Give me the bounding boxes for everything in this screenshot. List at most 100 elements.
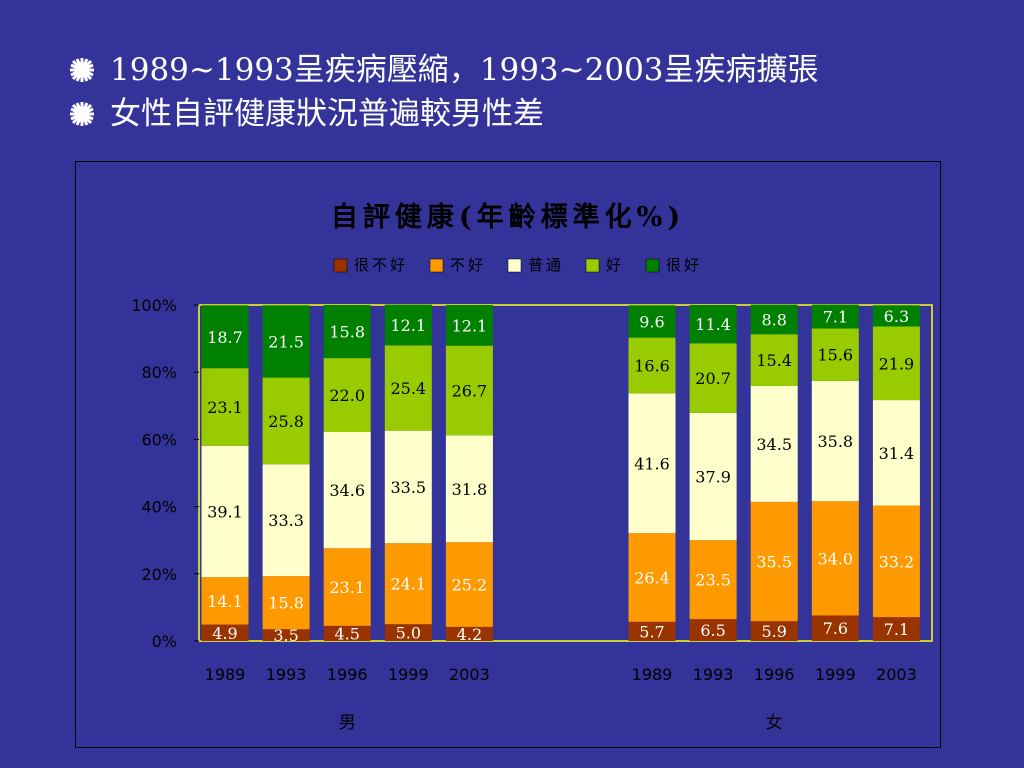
data-label: 4.9 [212, 624, 237, 643]
bar-segment [750, 334, 798, 386]
bar-segment [201, 445, 249, 578]
data-label: 22.0 [329, 386, 365, 405]
bar-segment [872, 400, 920, 506]
bar-segment [262, 576, 310, 630]
legend-label: 好 [606, 256, 624, 274]
x-category-label: 1996 [754, 665, 795, 684]
bar-segment [628, 621, 676, 641]
bar-segment [262, 629, 310, 641]
legend-swatch [429, 258, 444, 273]
chart-panel: 自評健康(年齡標準化%) 很不好 不好 普通 好 很好 0% 20% 40% 60% 80% 100%… [75, 161, 941, 748]
y-tick-label: 80% [141, 363, 177, 382]
bar-segment [872, 505, 920, 618]
bar-segment [872, 305, 920, 327]
bar-segment [323, 548, 371, 626]
chart-title: 自評健康(年齡標準化%) [331, 201, 685, 233]
bar-segment [445, 626, 493, 641]
data-label: 18.7 [207, 328, 243, 347]
bullet-text: 女性自評健康狀況普遍較男性差 [110, 96, 544, 132]
x-category-label: 1989 [632, 665, 673, 684]
bar-segment [323, 305, 371, 359]
data-label: 35.8 [817, 432, 853, 451]
data-label: 16.6 [634, 356, 670, 375]
bar-segment [384, 624, 432, 641]
data-label: 7.1 [823, 308, 848, 327]
bar-segment [445, 345, 493, 436]
data-label: 8.8 [761, 310, 786, 329]
bar-segment [811, 501, 859, 616]
bar-segment [811, 328, 859, 381]
legend-label: 不好 [450, 256, 486, 274]
y-tick-label: 100% [131, 296, 177, 315]
bar-segment [384, 430, 432, 544]
bar-segment [201, 368, 249, 446]
data-label: 23.5 [695, 571, 731, 590]
bullet-item: 女性自評健康狀況普遍較男性差 [62, 92, 819, 136]
data-label: 25.8 [268, 412, 304, 431]
legend-label: 普通 [528, 256, 564, 274]
bar-segment [384, 543, 432, 625]
data-label: 15.6 [817, 346, 853, 365]
legend-swatch [507, 258, 522, 273]
data-label: 3.5 [273, 626, 298, 645]
bar-segment [262, 464, 310, 577]
stacked-bar-chart: 自評健康(年齡標準化%) 很不好 不好 普通 好 很好 0% 20% 40% 60% 80% 100%… [131, 201, 933, 733]
data-label: 14.1 [207, 592, 243, 611]
y-tick-label: 40% [141, 498, 177, 517]
bar-segment [689, 412, 737, 541]
bar-segment [811, 615, 859, 641]
bullet-text: 1989~1993呈疾病壓縮，1993~2003呈疾病擴張 [110, 52, 819, 88]
legend-swatch [645, 258, 660, 273]
y-tick-label: 0% [152, 632, 177, 651]
data-label: 20.7 [695, 369, 731, 388]
data-label: 4.5 [334, 624, 359, 643]
bar-segment [323, 625, 371, 641]
data-label: 34.6 [329, 481, 365, 500]
x-category-label: 1999 [815, 665, 856, 684]
data-label: 25.2 [452, 576, 488, 595]
y-tick-label: 20% [141, 565, 177, 584]
data-label: 7.1 [884, 620, 909, 639]
bar-segment [628, 305, 676, 338]
data-label: 34.0 [817, 549, 853, 568]
bar-segment [445, 435, 493, 543]
bar-segment [811, 380, 859, 502]
bar-segment [262, 305, 310, 378]
data-label: 24.1 [390, 575, 426, 594]
data-label: 39.1 [207, 502, 243, 521]
data-label: 26.4 [634, 568, 670, 587]
x-group-label: 女 [766, 713, 783, 733]
data-label: 31.4 [879, 444, 915, 463]
data-label: 15.4 [756, 351, 792, 370]
bar-segment [384, 304, 432, 346]
bar-segment [750, 304, 798, 335]
bar-segment [750, 385, 798, 502]
bar-segment [201, 305, 249, 369]
data-label: 9.6 [639, 312, 664, 331]
data-label: 5.7 [639, 622, 664, 641]
data-label: 23.1 [329, 578, 365, 597]
bullet-list: 1989~1993呈疾病壓縮，1993~2003呈疾病擴張 女性自評健康狀況普遍… [62, 48, 819, 136]
bar-segment [872, 326, 920, 401]
data-label: 26.7 [452, 382, 488, 401]
data-label: 33.2 [879, 552, 915, 571]
x-category-label: 1989 [205, 665, 246, 684]
legend-swatch [585, 258, 600, 273]
bar-segment [750, 501, 798, 622]
data-label: 33.3 [268, 511, 304, 530]
x-category-label: 1999 [388, 665, 429, 684]
data-label: 4.2 [457, 625, 482, 644]
bar-segment [445, 305, 493, 346]
data-label: 25.4 [390, 379, 426, 398]
data-label: 23.1 [207, 398, 243, 417]
bar-segment [750, 621, 798, 641]
x-category-label: 2003 [876, 665, 917, 684]
data-label: 37.9 [695, 468, 731, 487]
bar-segment [323, 432, 371, 549]
bar-segment [201, 624, 249, 641]
data-label: 7.6 [823, 619, 848, 638]
data-label: 31.8 [452, 480, 488, 499]
bar-segment [628, 393, 676, 534]
plot-frame [198, 304, 933, 642]
bar-segment [872, 617, 920, 641]
